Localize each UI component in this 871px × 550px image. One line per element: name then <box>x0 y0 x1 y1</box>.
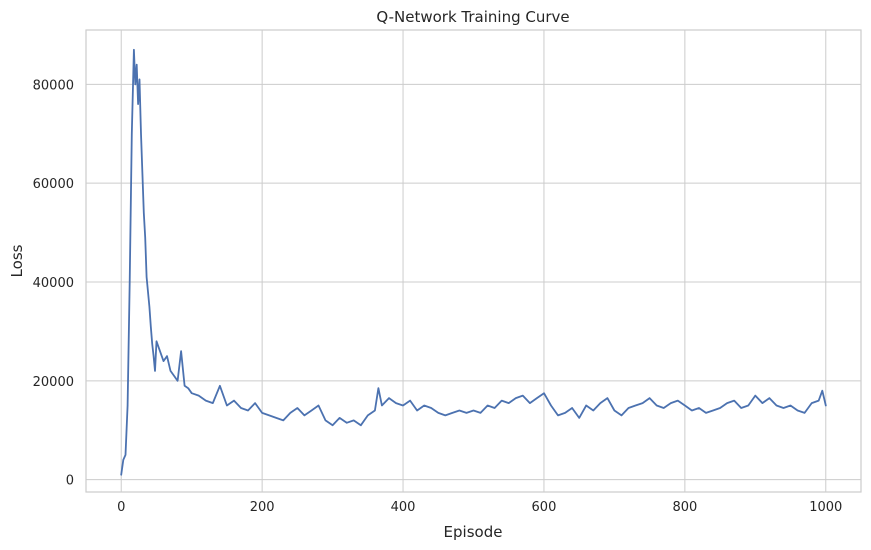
x-tick-label: 400 <box>391 500 416 515</box>
y-tick-label: 40000 <box>33 276 74 291</box>
y-axis-ticks: 0 20000 40000 60000 80000 <box>33 78 74 488</box>
plot-area-frame <box>85 29 862 493</box>
y-tick-label: 60000 <box>33 177 74 192</box>
x-tick-label: 0 <box>117 500 125 515</box>
x-axis-label: Episode <box>444 523 503 541</box>
x-axis-ticks: 0 200 400 600 800 1000 <box>117 500 842 515</box>
y-tick-label: 80000 <box>33 78 74 93</box>
x-tick-label: 200 <box>250 500 275 515</box>
grid <box>86 30 861 492</box>
y-tick-label: 0 <box>66 474 74 489</box>
x-tick-label: 1000 <box>809 500 842 515</box>
y-tick-label: 20000 <box>33 375 74 390</box>
x-tick-label: 600 <box>532 500 557 515</box>
loss-series-line <box>120 48 827 476</box>
x-tick-label: 800 <box>672 500 697 515</box>
chart-title: Q-Network Training Curve <box>376 8 569 26</box>
y-axis-label: Loss <box>8 244 26 277</box>
